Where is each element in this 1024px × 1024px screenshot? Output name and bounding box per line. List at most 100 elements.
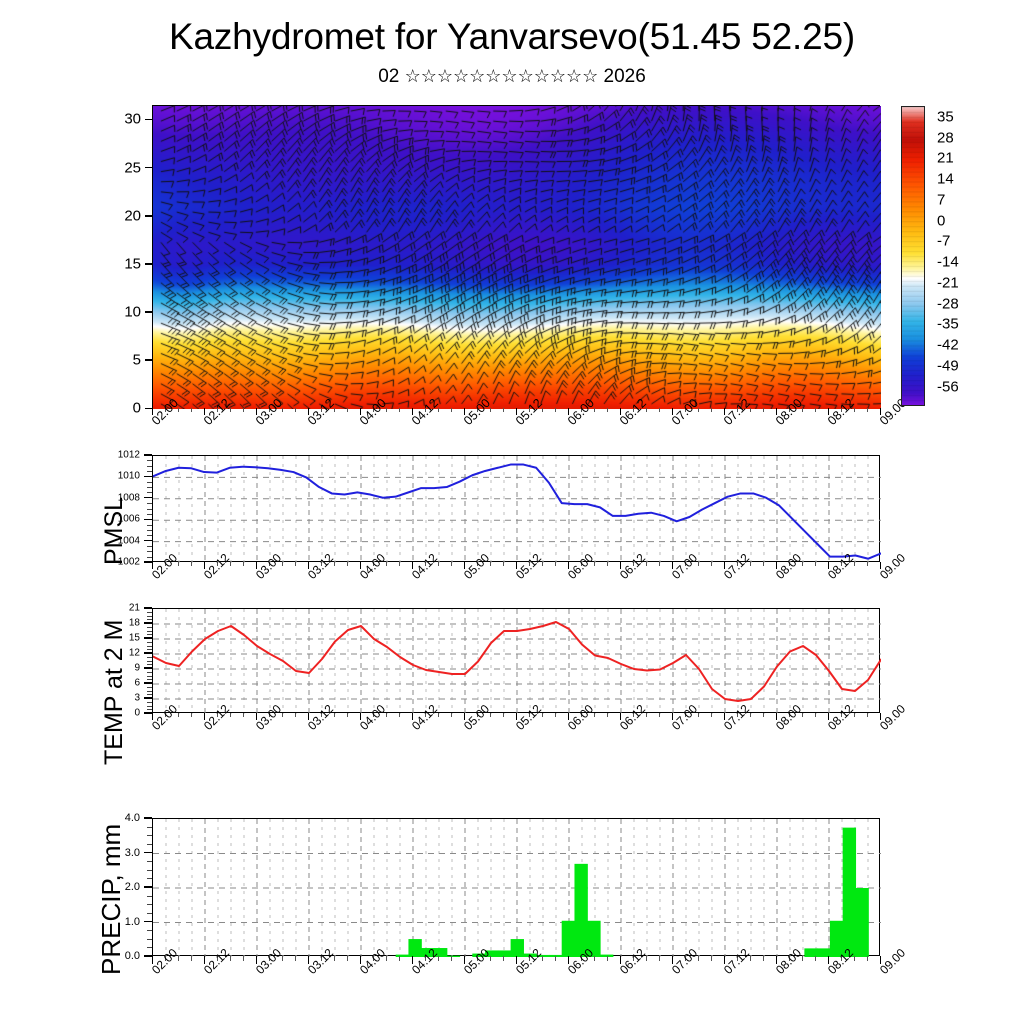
y-major-tick — [144, 712, 152, 714]
y-major-tick — [144, 697, 152, 699]
x-minor-tick — [217, 408, 218, 413]
x-minor-tick — [750, 713, 751, 718]
x-minor-tick — [750, 408, 751, 413]
x-major-tick — [724, 408, 726, 415]
y-tick-label: 18 — [128, 617, 140, 629]
y-major-tick — [144, 652, 152, 654]
y-minor-tick — [147, 679, 152, 681]
precip-bar — [600, 954, 614, 957]
y-minor-tick — [147, 630, 152, 632]
temp-panel — [152, 608, 881, 714]
colorbar-tick-label: -49 — [937, 357, 959, 375]
x-minor-tick — [594, 408, 595, 413]
x-minor-tick — [477, 956, 478, 961]
x-minor-tick — [646, 562, 647, 567]
x-major-tick — [568, 956, 570, 964]
y-tick-label: 12 — [128, 647, 140, 659]
x-minor-tick — [230, 408, 231, 413]
x-minor-tick — [334, 562, 335, 567]
x-minor-tick — [555, 713, 556, 718]
x-minor-tick — [763, 562, 764, 567]
x-minor-tick — [854, 713, 855, 718]
y-minor-tick — [147, 912, 152, 914]
x-minor-tick — [217, 562, 218, 567]
x-minor-tick — [581, 562, 582, 567]
y-minor-tick — [147, 904, 152, 906]
y-minor-tick — [147, 619, 152, 621]
x-major-tick — [828, 562, 830, 569]
y-minor-tick — [147, 938, 152, 940]
x-major-tick — [828, 408, 830, 415]
x-minor-tick — [659, 713, 660, 718]
x-minor-tick — [477, 562, 478, 567]
x-major-tick — [724, 562, 726, 569]
x-minor-tick — [581, 713, 582, 718]
x-minor-tick — [425, 956, 426, 961]
x-major-tick — [880, 408, 882, 415]
x-minor-tick — [490, 956, 491, 961]
colorbar-tick-label: 0 — [937, 212, 946, 230]
y-tick-label: 30 — [124, 110, 141, 128]
x-minor-tick — [607, 956, 608, 961]
x-major-tick — [724, 713, 726, 720]
x-major-tick — [672, 713, 674, 720]
y-minor-tick — [147, 471, 152, 473]
y-major-tick — [144, 667, 152, 669]
y-minor-tick — [147, 656, 152, 658]
y-minor-tick — [147, 551, 152, 553]
x-minor-tick — [542, 956, 543, 961]
y-tick-label: 2.0 — [124, 881, 140, 893]
x-minor-tick — [698, 713, 699, 718]
y-minor-tick — [147, 615, 152, 617]
x-major-tick — [412, 408, 414, 415]
x-minor-tick — [334, 713, 335, 718]
y-minor-tick — [147, 634, 152, 636]
precip-bar — [842, 827, 857, 957]
x-minor-tick — [438, 408, 439, 413]
x-minor-tick — [763, 713, 764, 718]
x-minor-tick — [711, 562, 712, 567]
precip-bar — [804, 948, 818, 957]
y-major-tick — [145, 407, 152, 409]
date-subtitle: 02 ☆☆☆☆☆☆☆☆☆☆☆☆ 2026 — [0, 66, 1024, 88]
x-minor-tick — [750, 956, 751, 961]
x-minor-tick — [529, 408, 530, 413]
y-minor-tick — [147, 705, 152, 707]
x-minor-tick — [867, 408, 868, 413]
y-major-tick — [144, 817, 152, 819]
x-major-tick — [256, 956, 258, 964]
x-minor-tick — [529, 713, 530, 718]
x-major-tick — [620, 713, 622, 720]
pmsl-line — [153, 463, 881, 560]
y-major-tick — [144, 454, 152, 456]
y-tick-label: 5 — [132, 351, 141, 369]
y-minor-tick — [147, 465, 152, 467]
x-minor-tick — [633, 408, 634, 413]
precip-bar — [855, 888, 869, 957]
x-minor-tick — [503, 408, 504, 413]
x-major-tick — [880, 956, 882, 964]
colorbar-tick-label: -56 — [937, 378, 959, 396]
x-minor-tick — [399, 408, 400, 413]
colorbar-tick-label: 14 — [937, 170, 954, 188]
subtitle-month-glyphs: ☆☆☆☆☆☆☆☆☆☆☆☆ — [404, 66, 599, 86]
x-minor-tick — [347, 713, 348, 718]
x-minor-tick — [737, 956, 738, 961]
pmsl-axis-title: PMSL — [100, 496, 128, 565]
x-minor-tick — [854, 562, 855, 567]
y-minor-tick — [147, 861, 152, 863]
x-minor-tick — [347, 956, 348, 961]
x-major-tick — [464, 713, 466, 720]
x-minor-tick — [711, 713, 712, 718]
x-minor-tick — [269, 713, 270, 718]
x-minor-tick — [659, 408, 660, 413]
y-tick-label: 3 — [134, 692, 140, 704]
x-major-tick — [776, 408, 778, 415]
x-tick-label: 09.00 — [877, 701, 909, 733]
precip-panel — [152, 818, 881, 957]
x-minor-tick — [581, 408, 582, 413]
x-major-tick — [360, 562, 362, 569]
y-tick-label: 9 — [134, 662, 140, 674]
y-major-tick — [144, 497, 152, 499]
y-major-tick — [145, 118, 152, 121]
